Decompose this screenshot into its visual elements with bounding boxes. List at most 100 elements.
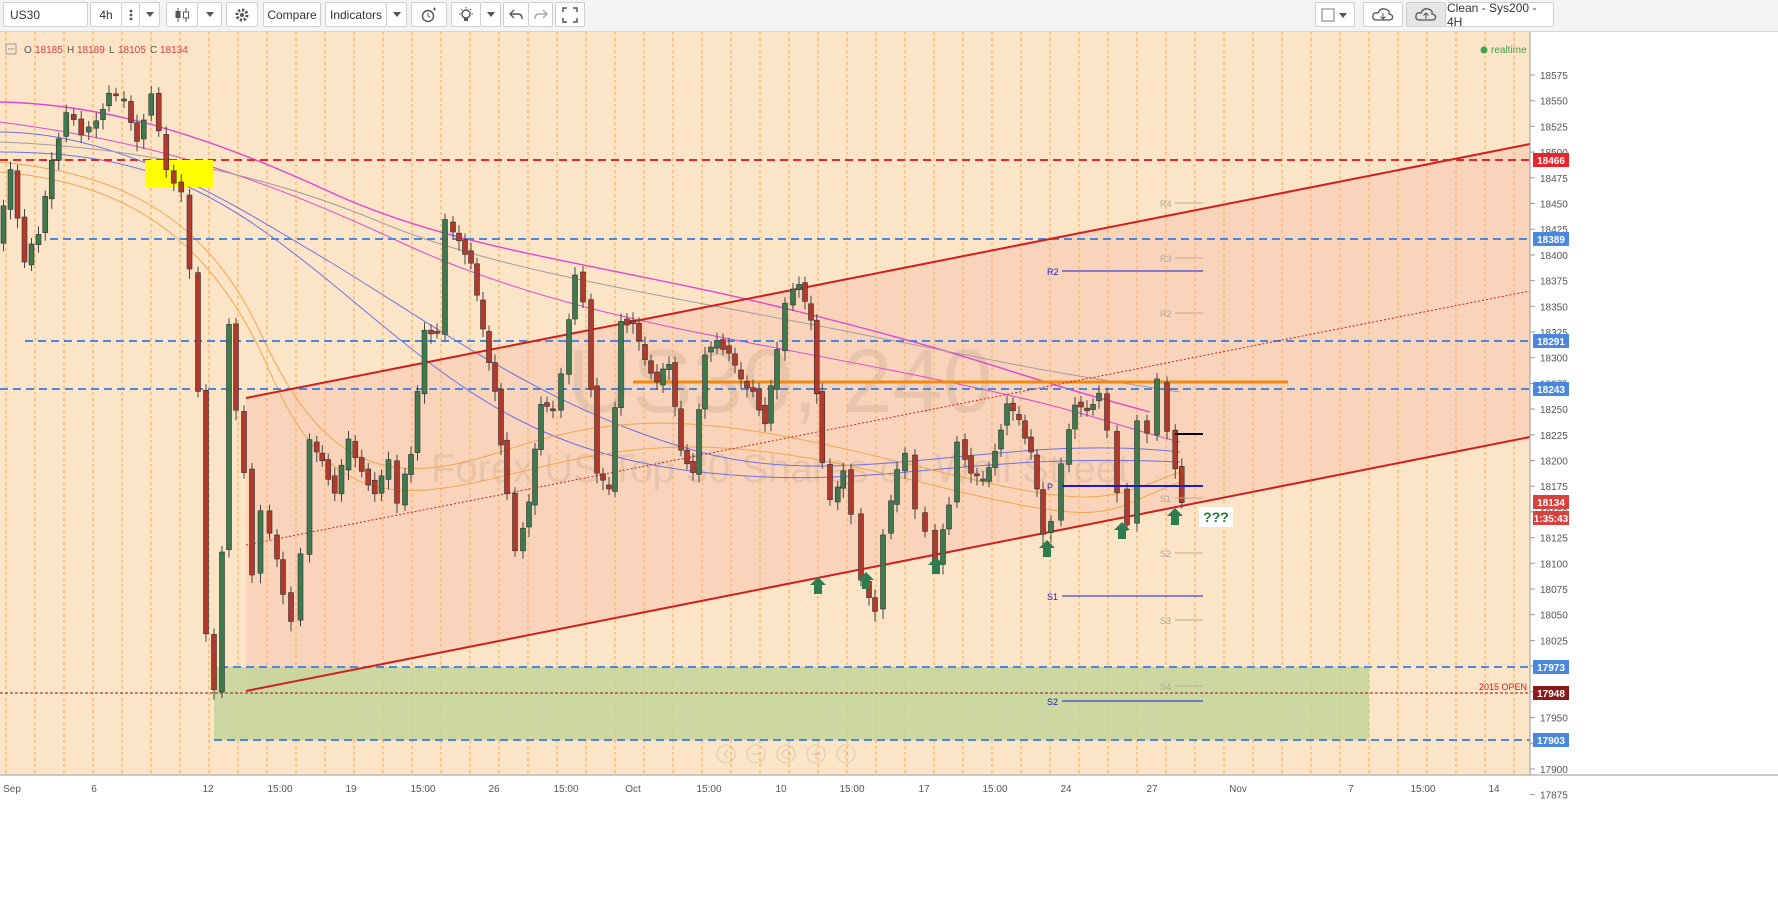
chart-style-dropdown[interactable] <box>198 2 222 27</box>
candle-body <box>762 404 768 425</box>
fullscreen-button[interactable] <box>555 2 585 27</box>
candle-body <box>385 459 392 480</box>
candle-body <box>186 194 193 270</box>
candle-body <box>1134 420 1140 524</box>
candle-body <box>813 319 820 395</box>
candle-body <box>233 323 239 411</box>
candle-body <box>203 389 209 635</box>
price-tag-label: 18466 <box>1537 156 1565 167</box>
candle-body <box>1048 521 1054 533</box>
save-chart-button[interactable] <box>1406 2 1446 27</box>
interval-more-button[interactable] <box>122 2 140 27</box>
price-tag[interactable]: 17948 <box>1533 686 1569 700</box>
alert-button[interactable] <box>411 2 447 27</box>
candle-body <box>600 473 606 481</box>
chart-pane[interactable]: US30, 240 Forex US Top 30 Shares on Wall… <box>0 32 1778 901</box>
price-tick-label: 17900 <box>1540 765 1568 776</box>
time-tick-label: 7 <box>1348 784 1354 795</box>
ohlc-high-value: 18189 <box>77 45 105 56</box>
candle-body <box>358 457 365 472</box>
load-chart-button[interactable] <box>1363 2 1403 27</box>
candle-body <box>78 118 85 136</box>
time-tick-label: 27 <box>1146 784 1158 795</box>
scroll-left-button[interactable] <box>716 744 736 764</box>
undo-button[interactable] <box>503 2 529 27</box>
chart-style-button[interactable] <box>166 2 198 27</box>
candle-body <box>155 92 162 132</box>
pivot-r2-label: R2 <box>1047 267 1059 277</box>
candle-body <box>954 441 960 503</box>
ohlc-open-value: 18185 <box>35 45 63 56</box>
price-tag-label: 18134 <box>1537 498 1565 509</box>
candle-body <box>618 321 624 408</box>
layout-name-button[interactable]: Clean - Sys200 - 4H <box>1447 1 1554 29</box>
candle-body <box>1104 393 1110 431</box>
channel-upper-line[interactable] <box>245 143 1531 399</box>
zoom-in-button[interactable] <box>806 744 826 764</box>
price-tick-label: 18250 <box>1540 405 1568 416</box>
candle-body <box>434 331 440 334</box>
price-tag-label: 17973 <box>1537 663 1565 674</box>
candle-body <box>1084 407 1090 412</box>
support-zone <box>214 667 1369 740</box>
candle-body <box>163 134 170 170</box>
question-annotation-box[interactable] <box>1199 507 1233 527</box>
time-axis[interactable] <box>0 775 1530 801</box>
price-tag-background <box>1533 686 1569 700</box>
pivot-levels-left: R2 P S1 S2 <box>1047 267 1203 707</box>
pivot-r2b-label: R2 <box>1160 309 1172 319</box>
time-tick-label: 24 <box>1060 784 1072 795</box>
price-tick-label: 18300 <box>1540 354 1568 365</box>
candle-body <box>195 272 201 392</box>
price-tick-label: 18100 <box>1540 559 1568 570</box>
price-chart[interactable]: US30, 240 Forex US Top 30 Shares on Wall… <box>0 32 1778 901</box>
redo-button[interactable] <box>529 2 553 27</box>
candle-body <box>606 484 612 490</box>
pivot-s2-label: S2 <box>1047 697 1058 707</box>
price-tag[interactable]: 18243 <box>1533 382 1569 396</box>
candle-body <box>992 451 998 468</box>
ohlc-low-label: L <box>109 45 115 56</box>
candle-body <box>442 219 448 335</box>
indicators-dropdown[interactable] <box>387 2 407 27</box>
candle-body <box>42 196 49 233</box>
scroll-right-button[interactable] <box>836 744 856 764</box>
zoom-out-button[interactable] <box>746 744 766 764</box>
price-tag[interactable]: 18291 <box>1533 334 1569 348</box>
candle-body <box>219 551 225 693</box>
candle-body <box>1164 382 1170 432</box>
price-tick-label: 17875 <box>1540 791 1568 802</box>
candle-body <box>266 510 273 534</box>
price-tag[interactable]: 1:35:43 <box>1533 511 1569 525</box>
pivot-s3-label: S3 <box>1160 616 1171 626</box>
ideas-button[interactable] <box>451 2 481 27</box>
price-tag-label: 17948 <box>1537 689 1565 700</box>
candle-body <box>241 411 247 473</box>
ideas-dropdown[interactable] <box>481 2 501 27</box>
candle-body <box>35 234 42 245</box>
compare-button[interactable]: Compare <box>263 2 321 27</box>
collapse-legend-icon[interactable] <box>5 43 17 55</box>
settings-button[interactable] <box>226 2 258 27</box>
reset-zoom-button[interactable] <box>776 744 796 764</box>
indicators-button[interactable]: Indicators <box>325 2 387 27</box>
price-axis[interactable] <box>1530 32 1778 901</box>
price-tag[interactable]: 17903 <box>1533 733 1569 747</box>
channel-lower-line[interactable] <box>245 436 1531 692</box>
price-tag[interactable]: 18466 <box>1533 153 1569 167</box>
price-tag[interactable]: 18134 <box>1533 495 1569 509</box>
interval-dropdown[interactable] <box>140 2 160 27</box>
price-tag-label: 1:35:43 <box>1534 514 1569 525</box>
price-tag[interactable]: 18389 <box>1533 232 1569 246</box>
drawing-style-button[interactable] <box>1315 2 1355 27</box>
time-tick-label: Nov <box>1229 784 1247 795</box>
price-tick-label: 18200 <box>1540 457 1568 468</box>
square-icon <box>1321 8 1347 21</box>
candle-body <box>178 181 185 193</box>
chevron-down-icon <box>486 12 495 17</box>
price-tick-label: 18375 <box>1540 277 1568 288</box>
price-tag[interactable]: 17973 <box>1533 660 1569 674</box>
symbol-search-input[interactable]: US30 <box>3 2 88 27</box>
interval-button[interactable]: 4h <box>90 2 122 27</box>
candle-body <box>726 345 732 354</box>
